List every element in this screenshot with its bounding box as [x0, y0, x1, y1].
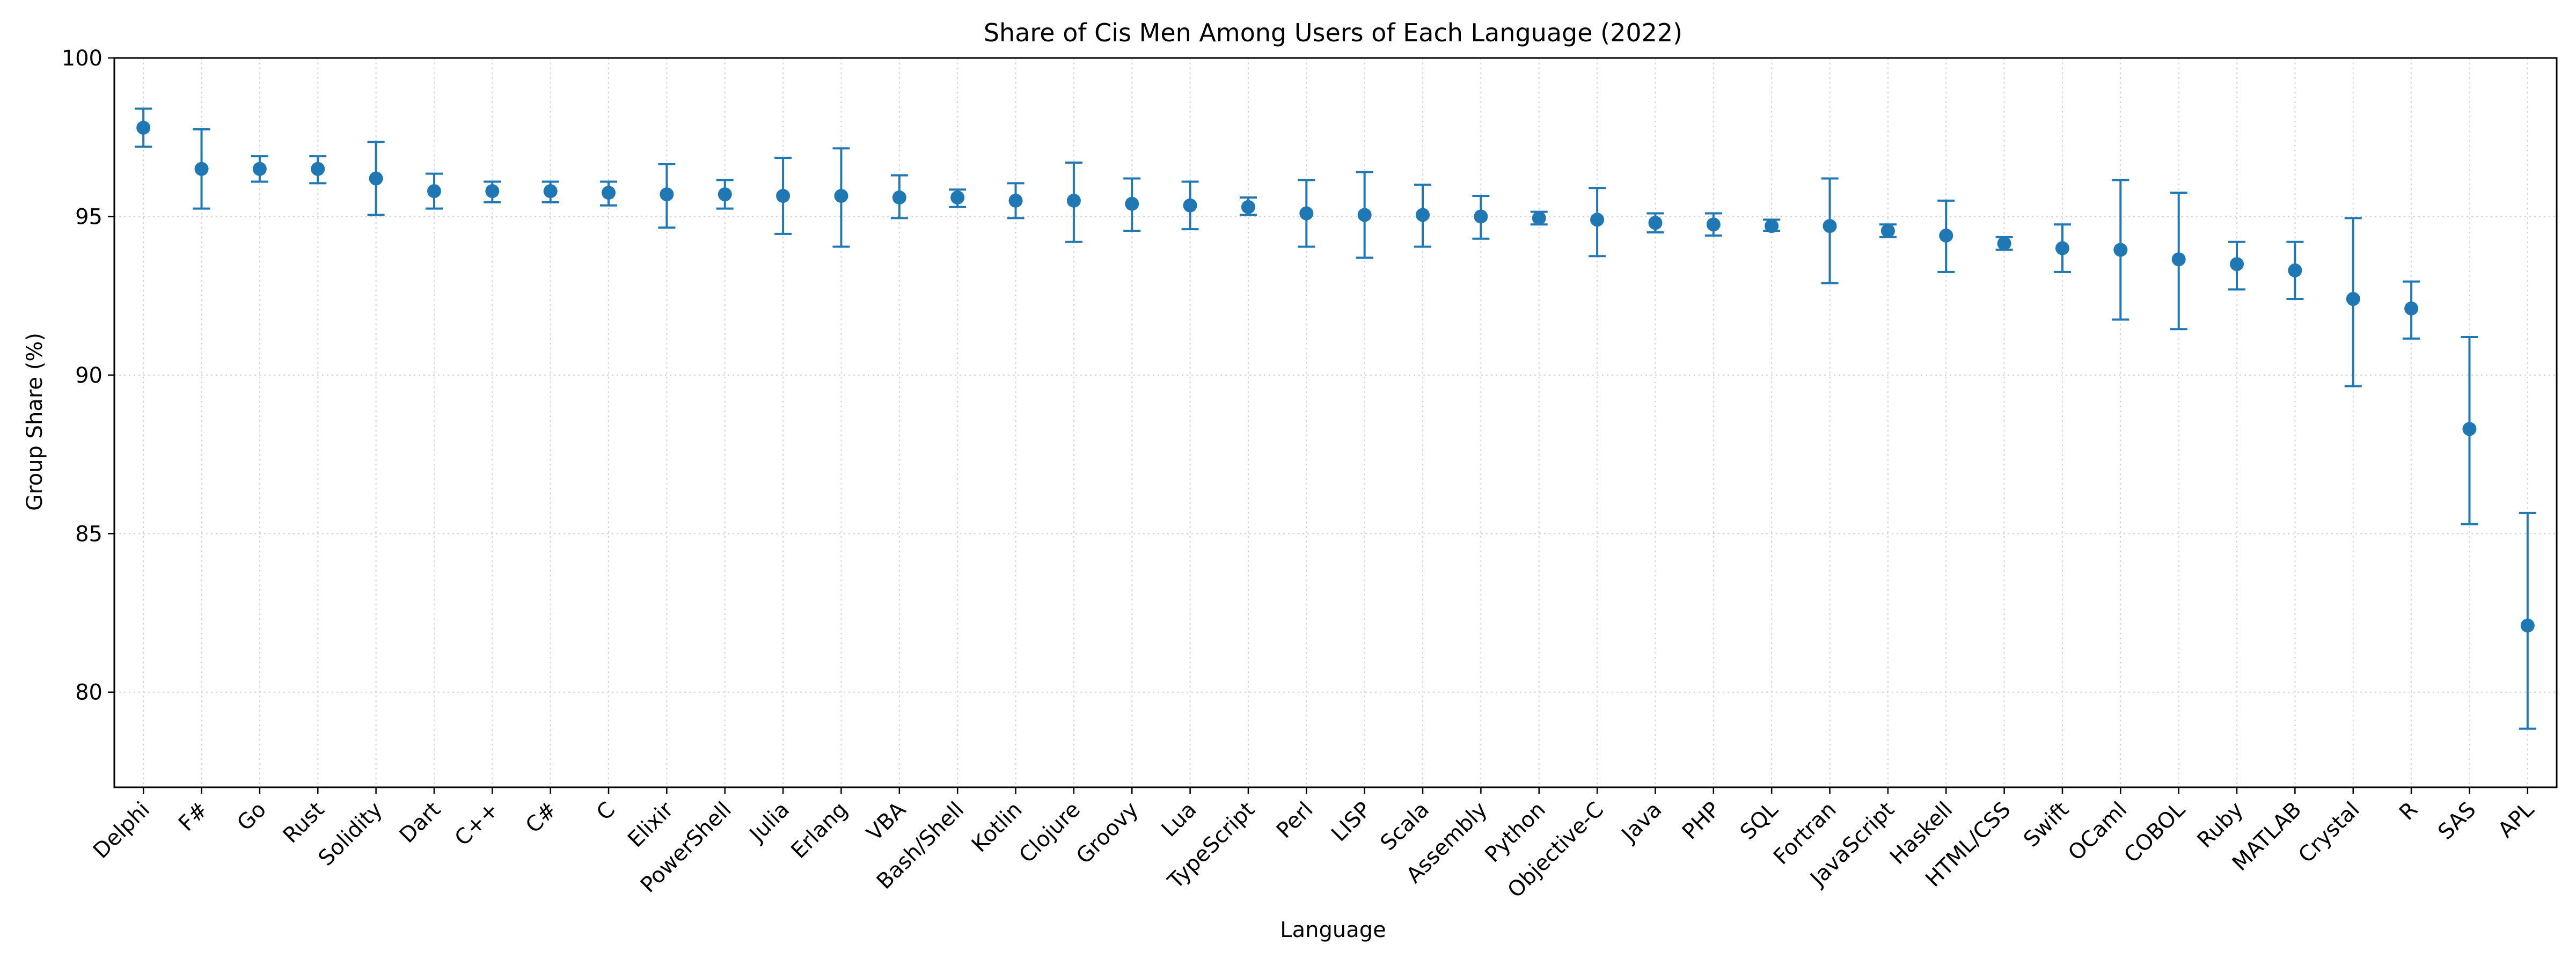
data-point — [1474, 209, 1488, 224]
data-point — [2171, 252, 2186, 267]
data-point — [660, 187, 674, 202]
data-point — [1299, 206, 1314, 221]
y-tick-label: 85 — [75, 522, 103, 546]
data-point — [1183, 198, 1197, 213]
data-point — [369, 171, 383, 186]
data-point — [136, 120, 151, 135]
data-point — [776, 189, 791, 203]
data-point — [1008, 193, 1023, 208]
data-point — [252, 162, 267, 176]
data-point — [1241, 200, 1255, 214]
data-point — [1823, 219, 1837, 233]
data-point — [2346, 292, 2360, 306]
data-point — [1939, 228, 1953, 243]
data-point — [543, 184, 558, 199]
data-point — [2230, 257, 2244, 272]
data-point — [1357, 208, 1372, 222]
y-tick-label: 100 — [62, 46, 103, 71]
data-point — [2055, 241, 2069, 255]
data-point — [1648, 216, 1663, 230]
data-point — [1532, 211, 1546, 225]
data-point — [1997, 236, 2011, 251]
data-point — [2520, 618, 2535, 633]
data-point — [194, 162, 209, 176]
data-point — [2288, 263, 2302, 277]
data-point — [892, 190, 906, 204]
data-points — [136, 120, 2535, 633]
data-point — [1125, 196, 1139, 211]
y-tick-label: 95 — [75, 204, 103, 229]
y-axis-title: Group Share (%) — [23, 333, 47, 511]
data-point — [2462, 422, 2477, 436]
y-tick-label: 90 — [75, 363, 103, 388]
data-point — [2404, 301, 2419, 316]
data-point — [1066, 193, 1081, 208]
data-point — [718, 187, 732, 202]
data-point — [602, 186, 616, 200]
data-point — [1880, 224, 1895, 238]
x-axis-title: Language — [1280, 918, 1386, 942]
data-point — [2113, 243, 2128, 257]
data-point — [950, 190, 965, 204]
data-point — [427, 184, 441, 199]
data-point — [1416, 208, 1430, 222]
data-point — [311, 162, 325, 176]
data-point — [1765, 219, 1779, 233]
chart-title: Share of Cis Men Among Users of Each Lan… — [984, 18, 1682, 47]
data-point — [485, 184, 500, 199]
data-point — [1706, 217, 1721, 232]
data-point — [1590, 213, 1605, 227]
data-point — [834, 189, 848, 203]
plot-frame — [113, 57, 2558, 788]
y-tick-label: 80 — [75, 680, 103, 705]
